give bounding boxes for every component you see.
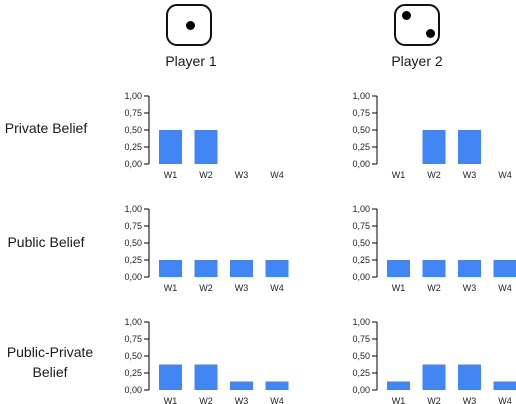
x-tick-label: W4 xyxy=(498,396,512,404)
bar-w1 xyxy=(387,381,410,390)
y-tick-label: 0,50 xyxy=(352,238,370,248)
x-tick-label: W1 xyxy=(392,283,406,293)
y-tick-label: 0,50 xyxy=(124,238,142,248)
y-tick-label: 0,75 xyxy=(124,334,142,344)
bar-w3 xyxy=(230,381,253,390)
die-pip xyxy=(426,29,435,38)
y-tick-label: 0,75 xyxy=(352,221,370,231)
row-label-private-belief: Private Belief xyxy=(4,120,88,136)
die-pip xyxy=(402,11,411,20)
bar-w4 xyxy=(265,260,289,277)
y-tick-label: 0,75 xyxy=(124,108,142,118)
x-tick-label: W2 xyxy=(427,170,441,180)
x-tick-label: W1 xyxy=(392,396,406,404)
x-tick-label: W3 xyxy=(235,283,249,293)
y-tick-label: 0,00 xyxy=(352,272,370,282)
die-pip xyxy=(186,21,195,30)
player-2-label: Player 2 xyxy=(391,53,443,69)
x-tick-label: W4 xyxy=(270,170,284,180)
x-tick-label: W1 xyxy=(164,170,178,180)
y-tick-label: 0,00 xyxy=(352,385,370,395)
x-tick-label: W2 xyxy=(199,283,213,293)
y-tick-label: 1,00 xyxy=(124,204,142,214)
x-tick-label: W3 xyxy=(235,396,249,404)
bar-w3 xyxy=(230,260,253,277)
y-tick-label: 0,75 xyxy=(124,221,142,231)
y-tick-label: 0,50 xyxy=(352,125,370,135)
x-tick-label: W2 xyxy=(199,170,213,180)
x-tick-label: W4 xyxy=(498,283,512,293)
x-tick-label: W3 xyxy=(463,396,477,404)
row-label-public-private-belief: Public-Private Belief xyxy=(6,344,94,380)
x-tick-label: W1 xyxy=(164,283,178,293)
x-tick-label: W4 xyxy=(270,396,284,404)
y-tick-label: 1,00 xyxy=(124,317,142,327)
bar-w2 xyxy=(194,130,218,164)
y-tick-label: 0,00 xyxy=(124,272,142,282)
y-tick-label: 0,25 xyxy=(124,368,142,378)
bar-w2 xyxy=(422,260,446,277)
bar-w4 xyxy=(493,260,516,277)
bar-w3 xyxy=(458,130,481,164)
x-tick-label: W1 xyxy=(164,396,178,404)
bar-w1 xyxy=(387,260,410,277)
x-tick-label: W3 xyxy=(235,170,249,180)
bar-w3 xyxy=(458,260,481,277)
bar-w2 xyxy=(422,364,446,390)
y-tick-label: 0,50 xyxy=(124,125,142,135)
y-tick-label: 1,00 xyxy=(124,91,142,101)
y-tick-label: 0,50 xyxy=(124,351,142,361)
x-tick-label: W1 xyxy=(392,170,406,180)
y-tick-label: 1,00 xyxy=(352,317,370,327)
x-tick-label: W2 xyxy=(199,396,213,404)
y-tick-label: 0,00 xyxy=(124,159,142,169)
bar-w4 xyxy=(493,381,516,390)
y-tick-label: 0,00 xyxy=(124,385,142,395)
y-tick-label: 0,00 xyxy=(352,159,370,169)
y-tick-label: 0,25 xyxy=(124,255,142,265)
x-tick-label: W4 xyxy=(498,170,512,180)
y-tick-label: 0,25 xyxy=(124,142,142,152)
x-tick-label: W2 xyxy=(427,283,441,293)
x-tick-label: W3 xyxy=(463,283,477,293)
y-tick-label: 0,25 xyxy=(352,142,370,152)
y-tick-label: 0,25 xyxy=(352,255,370,265)
x-tick-label: W3 xyxy=(463,170,477,180)
y-tick-label: 0,75 xyxy=(352,334,370,344)
player-2-die-icon xyxy=(394,4,440,46)
x-tick-label: W2 xyxy=(427,396,441,404)
bar-w2 xyxy=(194,364,218,390)
player-1-die-icon xyxy=(166,4,212,46)
bar-w2 xyxy=(194,260,218,277)
bar-w3 xyxy=(458,364,481,390)
bar-w1 xyxy=(159,130,182,164)
bar-w4 xyxy=(265,381,289,390)
bar-w1 xyxy=(159,364,182,390)
bar-w1 xyxy=(159,260,182,277)
y-tick-label: 0,50 xyxy=(352,351,370,361)
row-label-public-belief: Public Belief xyxy=(7,234,85,250)
player-1-label: Player 1 xyxy=(165,53,217,69)
y-tick-label: 0,75 xyxy=(352,108,370,118)
bar-w2 xyxy=(422,130,446,164)
y-tick-label: 0,25 xyxy=(352,368,370,378)
y-tick-label: 1,00 xyxy=(352,204,370,214)
x-tick-label: W4 xyxy=(270,283,284,293)
y-tick-label: 1,00 xyxy=(352,91,370,101)
